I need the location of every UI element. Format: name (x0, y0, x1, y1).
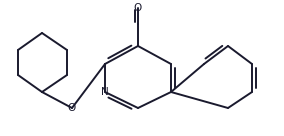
Text: N: N (101, 87, 109, 97)
Text: O: O (68, 103, 76, 113)
Text: O: O (134, 3, 142, 13)
